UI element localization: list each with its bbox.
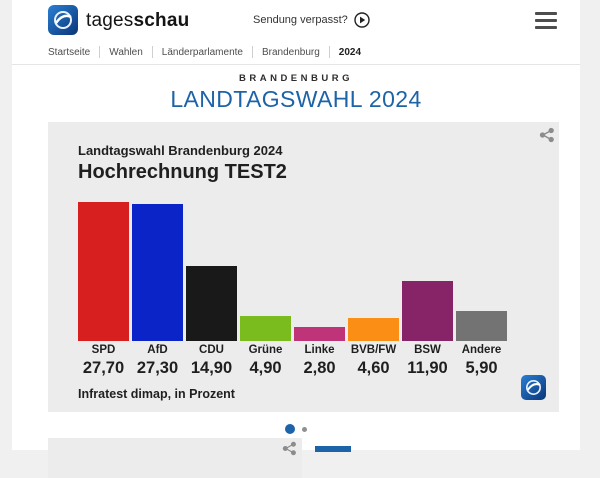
bar-column-Grüne: [240, 200, 291, 341]
breadcrumb-separator: [151, 46, 153, 58]
chart-title: Hochrechnung TEST2: [78, 161, 287, 183]
site-header: tagesschau Sendung verpasst?: [12, 0, 580, 42]
bar-chart: [78, 200, 559, 341]
bar-labels-Linke: Linke 2,80: [294, 341, 345, 377]
bar-column-CDU: [186, 200, 237, 341]
bar-CDU: [186, 266, 237, 341]
party-value: 14,90: [190, 359, 233, 377]
carousel-pagination: [12, 424, 580, 434]
bar-Grüne: [240, 316, 291, 341]
header-divider: [12, 64, 580, 65]
bar-labels-AfD: AfD 27,30: [132, 341, 183, 377]
breadcrumb-wahlen[interactable]: Wahlen: [109, 46, 143, 58]
tagesschau-logo-icon[interactable]: [48, 5, 78, 35]
party-value: 27,70: [82, 359, 125, 377]
page-heading: LANDTAGSWAHL 2024: [170, 86, 422, 112]
menu-icon[interactable]: [535, 12, 557, 29]
breadcrumb: Startseite Wahlen Länderparlamente Brand…: [48, 44, 580, 60]
bar-Linke: [294, 327, 345, 341]
results-chart-card: Landtagswahl Brandenburg 2024 Hochrechnu…: [48, 122, 559, 412]
brand-light: tages: [86, 10, 134, 31]
carousel-dot-1[interactable]: [285, 424, 295, 434]
next-chart-card: [48, 438, 302, 478]
party-label: SPD: [91, 344, 116, 356]
share-icon[interactable]: [539, 127, 555, 143]
party-value: 2,80: [303, 359, 336, 377]
bar-column-BSW: [402, 200, 453, 341]
watch-missed-button[interactable]: Sendung verpasst?: [253, 12, 370, 28]
share-icon[interactable]: [282, 441, 297, 456]
party-label: Linke: [304, 344, 335, 356]
carousel-dot-2[interactable]: [302, 426, 307, 432]
party-value: 11,90: [407, 359, 448, 377]
party-value: 4,90: [249, 359, 282, 377]
party-label: AfD: [147, 344, 168, 356]
party-label: CDU: [199, 344, 224, 356]
party-value: 4,60: [357, 359, 390, 377]
bar-column-Linke: [294, 200, 345, 341]
bar-labels-Grüne: Grüne 4,90: [240, 341, 291, 377]
bar-SPD: [78, 202, 129, 341]
brand-wordmark[interactable]: tagesschau: [86, 10, 189, 32]
breadcrumb-separator: [251, 46, 253, 58]
bar-chart-labels: SPD 27,70 AfD 27,30 CDU 14,90 Grüne 4,90 Linke 2,…: [78, 341, 559, 377]
party-label: BSW: [414, 344, 441, 356]
bar-AfD: [132, 204, 183, 341]
party-label: Grüne: [248, 344, 283, 356]
page-kicker: BRANDENBURG: [239, 73, 353, 84]
page: tagesschau Sendung verpasst? Startseite …: [12, 0, 580, 478]
play-icon: [354, 12, 370, 28]
party-value: 5,90: [465, 359, 498, 377]
bar-BVB/FW: [348, 318, 399, 341]
bar-column-Andere: [456, 200, 507, 341]
watch-missed-label: Sendung verpasst?: [253, 14, 348, 26]
bar-Andere: [456, 311, 507, 341]
breadcrumb-separator: [328, 46, 330, 58]
bar-BSW: [402, 281, 453, 341]
next-card-blue-element: [315, 446, 351, 452]
bar-labels-BVB/FW: BVB/FW 4,60: [348, 341, 399, 377]
next-section-row: [48, 438, 559, 478]
bar-labels-Andere: Andere 5,90: [456, 341, 507, 377]
breadcrumb-brandenburg[interactable]: Brandenburg: [261, 46, 320, 58]
breadcrumb-startseite[interactable]: Startseite: [48, 46, 91, 58]
bar-column-BVB/FW: [348, 200, 399, 341]
content-column: tagesschau Sendung verpasst? Startseite …: [12, 0, 580, 478]
breadcrumb-laenderparlamente[interactable]: Länderparlamente: [161, 46, 243, 58]
bar-labels-CDU: CDU 14,90: [186, 341, 237, 377]
chart-source-note: Infratest dimap, in Prozent: [78, 387, 235, 401]
party-label: BVB/FW: [350, 344, 397, 356]
breadcrumb-separator: [99, 46, 101, 58]
party-label: Andere: [461, 344, 502, 356]
tagesschau-watermark-icon: [521, 375, 546, 400]
bar-column-AfD: [132, 200, 183, 341]
brand-bold: schau: [133, 10, 190, 31]
page-title-block: BRANDENBURG LANDTAGSWAHL 2024: [12, 73, 580, 113]
breadcrumb-2024[interactable]: 2024: [338, 46, 362, 58]
chart-supertitle: Landtagswahl Brandenburg 2024: [78, 143, 283, 158]
bar-labels-SPD: SPD 27,70: [78, 341, 129, 377]
bar-column-SPD: [78, 200, 129, 341]
party-value: 27,30: [136, 359, 179, 377]
bar-labels-BSW: BSW 11,90: [402, 341, 453, 377]
